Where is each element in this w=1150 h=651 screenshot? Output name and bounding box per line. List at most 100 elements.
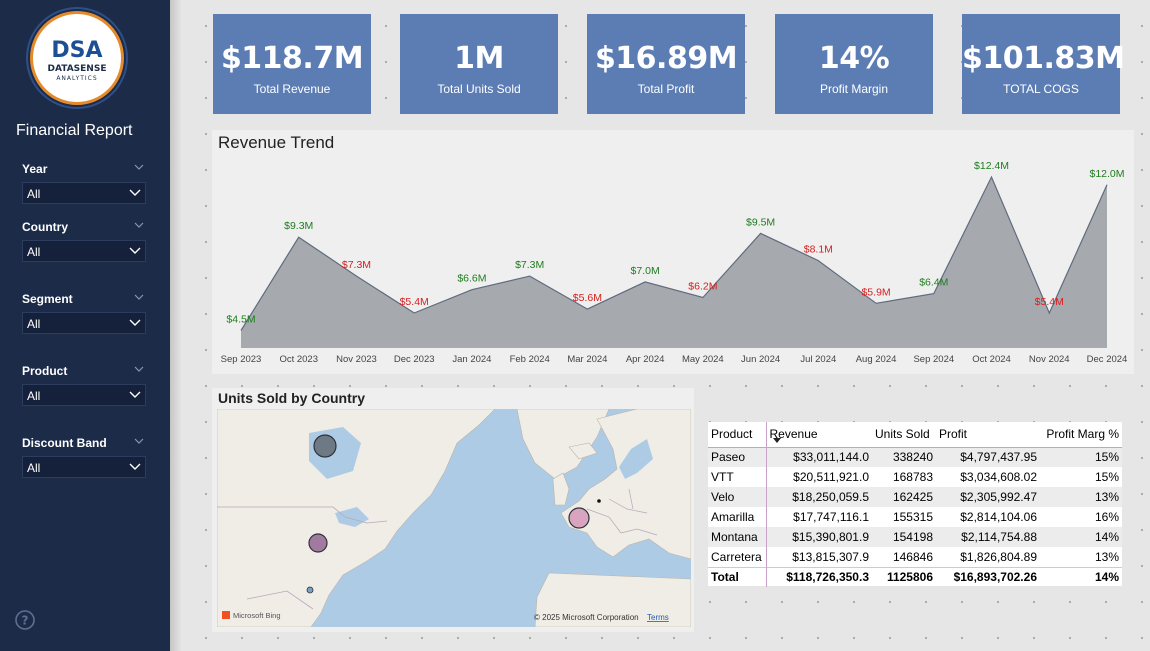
units-sold-map[interactable]: Microsoft Bing © 2025 Microsoft Corporat… — [217, 409, 691, 627]
total-label: Total — [708, 566, 766, 587]
sidebar-shadow — [170, 0, 182, 651]
x-tick-label: Jan 2024 — [452, 354, 491, 365]
country-slicer: Country All — [22, 220, 146, 262]
table-row: Paseo $33,011,144.0 338240 $4,797,437.95… — [708, 447, 1122, 467]
cell-profit: $1,826,804.89 — [960, 549, 1037, 564]
data-label: $6.4M — [919, 277, 948, 289]
revenue-trend-title: Revenue Trend — [218, 133, 335, 152]
chevron-down-icon — [129, 319, 141, 326]
product-slicer: Product All — [22, 364, 146, 406]
year-slicer: Year All — [22, 162, 146, 204]
table-row: VTT $20,511,921.0 168783 $3,034,608.02 1… — [708, 467, 1122, 487]
year-dropdown-value: All — [27, 187, 41, 201]
cell-revenue: $15,390,801.9 — [765, 527, 872, 547]
cell-product: Velo — [708, 487, 766, 507]
chevron-down-icon[interactable] — [134, 292, 144, 302]
discount-band-slicer: Discount Band All — [22, 436, 146, 478]
x-tick-label: Apr 2024 — [626, 354, 665, 365]
cell-profit-margin: 16% — [1094, 510, 1119, 524]
segment-dropdown[interactable]: All — [22, 312, 146, 334]
data-label: $5.9M — [861, 286, 890, 298]
data-label: $5.4M — [1035, 296, 1064, 308]
chevron-down-icon — [129, 391, 141, 398]
kpi-total-cogs: $101.83M TOTAL COGS — [962, 14, 1125, 114]
greenland-land — [516, 409, 610, 480]
data-label: $7.3M — [515, 259, 544, 271]
chevron-down-icon — [129, 189, 141, 196]
table-row: Velo $18,250,059.5 162425 $2,305,992.47 … — [708, 487, 1122, 507]
chevron-down-icon[interactable] — [134, 220, 144, 230]
report-title: Financial Report — [16, 122, 133, 139]
year-slicer-label: Year — [22, 162, 48, 176]
total-profit-margin: 14% — [1040, 566, 1122, 587]
header-units-sold[interactable]: Units Sold — [875, 427, 930, 442]
canada-bubble — [313, 434, 337, 458]
table-header-row: Product Revenue Units Sold Profit Profit… — [708, 422, 1122, 447]
chevron-down-icon[interactable] — [134, 364, 144, 374]
discount-band-dropdown[interactable]: All — [22, 456, 146, 478]
x-tick-label: May 2024 — [682, 354, 724, 365]
kpi-total-profit: $16.89M Total Profit — [587, 14, 745, 114]
kpi-caption: Total Profit — [637, 82, 695, 96]
united-states-bubble — [308, 533, 328, 553]
cell-revenue: $33,011,144.0 — [765, 447, 872, 467]
country-dropdown-value: All — [27, 245, 41, 259]
x-tick-label: Sep 2023 — [221, 354, 262, 365]
cell-profit-margin: 15% — [1094, 470, 1119, 484]
kpi-value: $16.89M — [594, 41, 738, 76]
year-dropdown[interactable]: All — [22, 182, 146, 204]
country-slicer-label: Country — [22, 220, 68, 234]
cell-profit: $4,797,437.95 — [936, 447, 1040, 467]
kpi-value: 1M — [454, 41, 504, 76]
france-bubble — [568, 507, 590, 529]
data-label: $5.6M — [573, 292, 602, 304]
cell-profit-margin: 13% — [1094, 549, 1119, 564]
map-attribution-left: Microsoft Bing — [233, 611, 281, 620]
iceland-land — [568, 442, 598, 460]
country-border — [246, 590, 314, 610]
segment-dropdown-value: All — [27, 317, 41, 331]
cell-units-sold: 162425 — [872, 487, 936, 507]
header-revenue[interactable]: Revenue — [765, 422, 872, 447]
map-panel: Units Sold by Country — [212, 388, 694, 632]
product-dropdown[interactable]: All — [22, 384, 146, 406]
segment-slicer: Segment All — [22, 292, 146, 334]
microsoft-logo — [222, 611, 230, 619]
data-label: $8.1M — [804, 244, 833, 256]
x-tick-label: Nov 2024 — [1029, 354, 1070, 365]
cell-product: Montana — [708, 527, 766, 547]
logo-subtitle: ANALYTICS — [56, 75, 98, 82]
logo-mark: DSA — [51, 38, 103, 63]
germany-bubble — [597, 499, 601, 503]
x-tick-label: Jun 2024 — [741, 354, 780, 365]
table-row: Carretera $13,815,307.9 146846 $1,826,80… — [708, 547, 1122, 567]
revenue-trend-chart[interactable]: $4.5M Sep 2023 $9.3M Oct 2023 $7.3M Nov 2023 $… — [212, 130, 1134, 374]
header-profit[interactable]: Profit — [939, 427, 968, 442]
chevron-down-icon[interactable] — [134, 162, 144, 172]
cell-revenue: $13,815,307.9 — [765, 547, 872, 567]
map-terms-link: Terms — [647, 613, 669, 622]
x-tick-label: Jul 2024 — [800, 354, 836, 365]
sort-desc-icon — [772, 438, 781, 443]
company-logo: DSA DATASENSE ANALYTICS — [30, 11, 124, 105]
help-icon[interactable]: ? — [14, 609, 36, 631]
product-table: Product Revenue Units Sold Profit Profit… — [708, 422, 1122, 587]
table-row: Montana $15,390,801.9 154198 $2,114,754.… — [708, 527, 1122, 547]
revenue-area — [241, 177, 1107, 348]
uk-land — [552, 472, 570, 506]
chevron-down-icon[interactable] — [134, 436, 144, 446]
kpi-caption: TOTAL COGS — [1003, 82, 1079, 96]
cell-profit-margin: 14% — [1040, 527, 1122, 547]
product-slicer-label: Product — [22, 364, 68, 378]
header-profit-margin[interactable]: Profit Marg % — [1046, 427, 1119, 442]
x-tick-label: Aug 2024 — [856, 354, 897, 365]
cell-product: Carretera — [711, 549, 762, 564]
data-label: $7.0M — [631, 265, 660, 277]
chevron-down-icon — [129, 463, 141, 470]
total-revenue: $118,726,350.3 — [765, 566, 872, 587]
header-product[interactable]: Product — [711, 427, 753, 442]
revenue-line — [240, 175, 1108, 331]
total-units-sold: 1125806 — [872, 566, 936, 587]
country-dropdown[interactable]: All — [22, 240, 146, 262]
logo-name: DATASENSE — [47, 64, 107, 74]
